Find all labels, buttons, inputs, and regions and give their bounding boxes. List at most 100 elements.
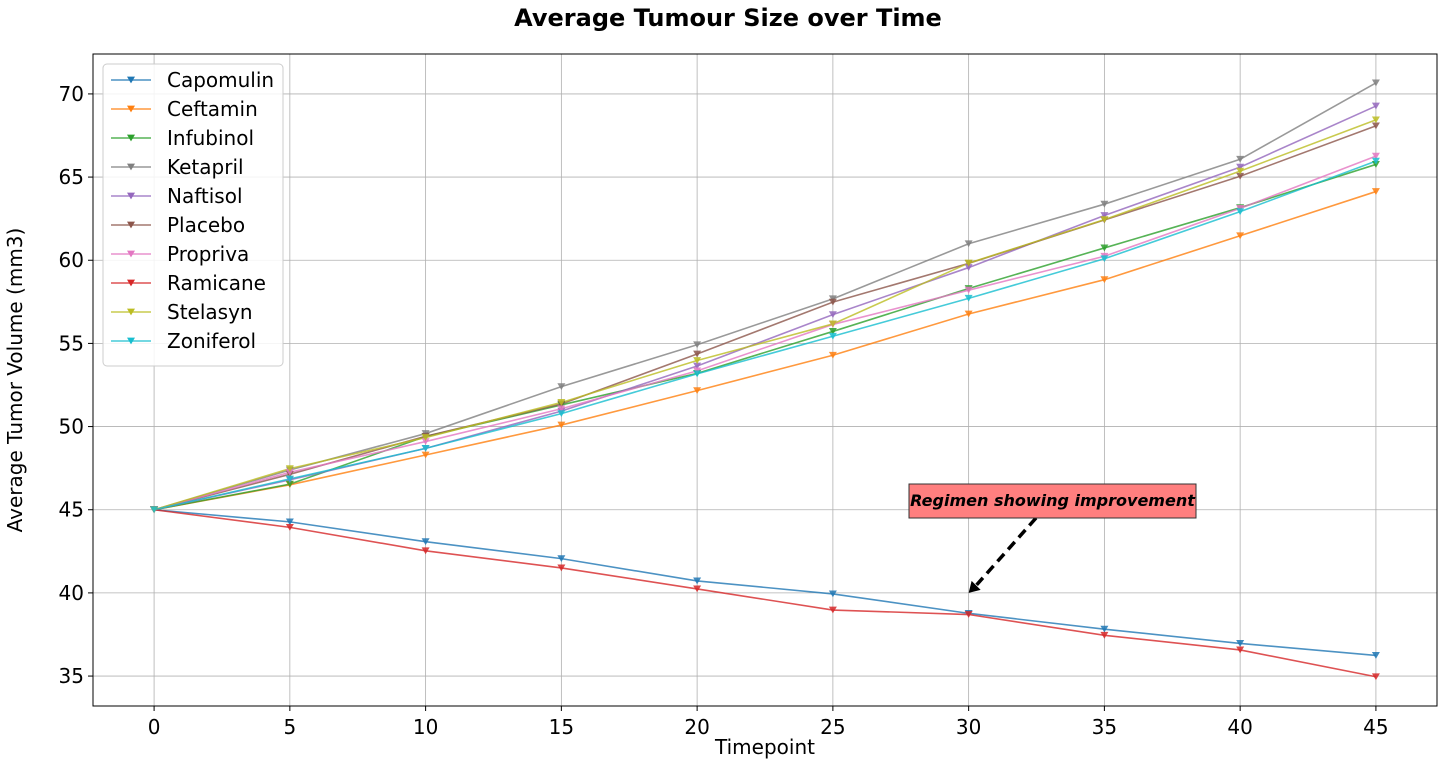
data-point-zoniferol (1236, 208, 1245, 216)
legend-marker-ramicane (127, 279, 135, 287)
data-point-zoniferol (828, 332, 837, 340)
annotation-text: Regimen showing improvement (910, 491, 1196, 510)
grid (93, 54, 1437, 706)
data-point-propriva (421, 438, 430, 445)
data-point-stelasyn (1371, 116, 1380, 124)
data-point-zoniferol (285, 475, 294, 483)
legend-marker-ketapril (127, 163, 135, 171)
x-tick-label: 0 (148, 715, 161, 739)
data-point-propriva (964, 286, 973, 294)
legend-marker-placebo (127, 221, 135, 229)
data-point-ceftamin (1236, 232, 1245, 240)
data-point-propriva (557, 405, 566, 413)
series-lines (153, 82, 1377, 678)
data-point-stelasyn (828, 320, 837, 328)
data-point-naftisol (1100, 212, 1109, 219)
data-point-capomulin (421, 538, 430, 546)
data-point-ketapril (557, 383, 566, 391)
data-point-infubinol (285, 480, 294, 488)
legend-box (102, 63, 284, 367)
data-point-propriva (285, 468, 294, 476)
series-line-infubinol (153, 163, 1377, 511)
x-axis-label: Timepoint (714, 735, 815, 759)
data-point-ramicane (421, 547, 430, 555)
legend-label-naftisol: Naftisol (167, 184, 243, 208)
legend-label-ramicane: Ramicane (167, 271, 266, 295)
legend-marker-propriva (127, 250, 135, 258)
data-point-ketapril (693, 341, 702, 349)
data-point-stelasyn (557, 399, 566, 406)
series-line-naftisol (153, 105, 1377, 511)
data-point-placebo (1236, 172, 1245, 180)
legend-label-propriva: Propriva (167, 242, 249, 266)
legend-label-infubinol: Infubinol (167, 126, 254, 150)
x-tick-label: 40 (1227, 715, 1252, 739)
x-tick-label: 35 (1092, 715, 1117, 739)
x-tick-label: 20 (684, 715, 709, 739)
data-point-naftisol (1371, 102, 1380, 110)
data-point-ramicane (285, 523, 294, 531)
data-point-ramicane (1236, 646, 1245, 654)
data-point-ramicane (557, 564, 566, 572)
data-point-zoniferol (557, 410, 566, 417)
data-point-capomulin (828, 590, 837, 598)
series-line-placebo (153, 125, 1377, 511)
x-tick-label: 45 (1363, 715, 1388, 739)
data-point-naftisol (693, 362, 702, 370)
data-point-ramicane (964, 611, 973, 618)
data-point-zoniferol (964, 294, 973, 302)
data-point-ceftamin (557, 421, 566, 429)
annotation-arrow (975, 516, 1038, 587)
annotation-box (908, 483, 1197, 519)
data-point-stelasyn (1100, 216, 1109, 224)
data-point-naftisol (964, 264, 973, 271)
legend: Capomulin Ceftamin Infubinol Ketapril Naftis… (102, 63, 284, 367)
y-tick-label: 60 (59, 248, 84, 272)
data-point-stelasyn (421, 434, 430, 441)
legend-marker-infubinol (127, 134, 135, 142)
legend-label-ceftamin: Ceftamin (167, 97, 258, 121)
legend-marker-naftisol (127, 192, 135, 200)
data-point-stelasyn (285, 465, 294, 473)
data-point-capomulin (693, 577, 702, 585)
legend-label-placebo: Placebo (167, 213, 245, 237)
legend-marker-ceftamin (127, 105, 135, 113)
data-point-propriva (1371, 152, 1380, 160)
data-point-infubinol (828, 328, 837, 335)
series-line-zoniferol (153, 160, 1377, 511)
data-point-ceftamin (1100, 276, 1109, 284)
series-line-ketapril (153, 82, 1377, 511)
data-point-placebo (1371, 122, 1380, 130)
series-line-propriva (153, 155, 1377, 511)
data-point-stelasyn (964, 259, 973, 267)
legend-label-zoniferol: Zoniferol (167, 329, 256, 353)
x-tick-label: 10 (413, 715, 438, 739)
legend-label-capomulin: Capomulin (167, 68, 274, 92)
data-point-ramicane (1371, 673, 1380, 681)
data-point-zoniferol (150, 506, 159, 514)
data-point-ramicane (828, 606, 837, 614)
chart-title: Average Tumour Size over Time (514, 4, 942, 32)
data-point-ketapril (964, 240, 973, 248)
series-line-capomulin (154, 508, 1376, 657)
data-point-ketapril (1236, 155, 1245, 163)
series-markers (150, 79, 1380, 681)
axis-ticks: 0 5 10 15 20 25 30 35 40 45 35 40 45 50 55 60 65 70 (59, 82, 1389, 739)
data-point-capomulin (1100, 625, 1109, 633)
data-point-ceftamin (1371, 188, 1380, 195)
data-point-stelasyn (693, 357, 702, 364)
data-point-infubinol (1100, 244, 1109, 252)
data-point-capomulin (1236, 640, 1245, 647)
y-tick-label: 70 (59, 82, 84, 106)
data-point-stelasyn (1236, 167, 1245, 175)
legend-marker-stelasyn (127, 308, 135, 316)
legend-marker-capomulin (127, 76, 135, 84)
data-point-ketapril (1100, 200, 1109, 208)
y-tick-label: 35 (59, 664, 84, 688)
series-line-ramicane (153, 508, 1377, 678)
data-point-naftisol (828, 311, 837, 319)
data-point-ramicane (693, 585, 702, 593)
legend-label-ketapril: Ketapril (167, 155, 244, 179)
data-point-ketapril (1371, 79, 1380, 87)
